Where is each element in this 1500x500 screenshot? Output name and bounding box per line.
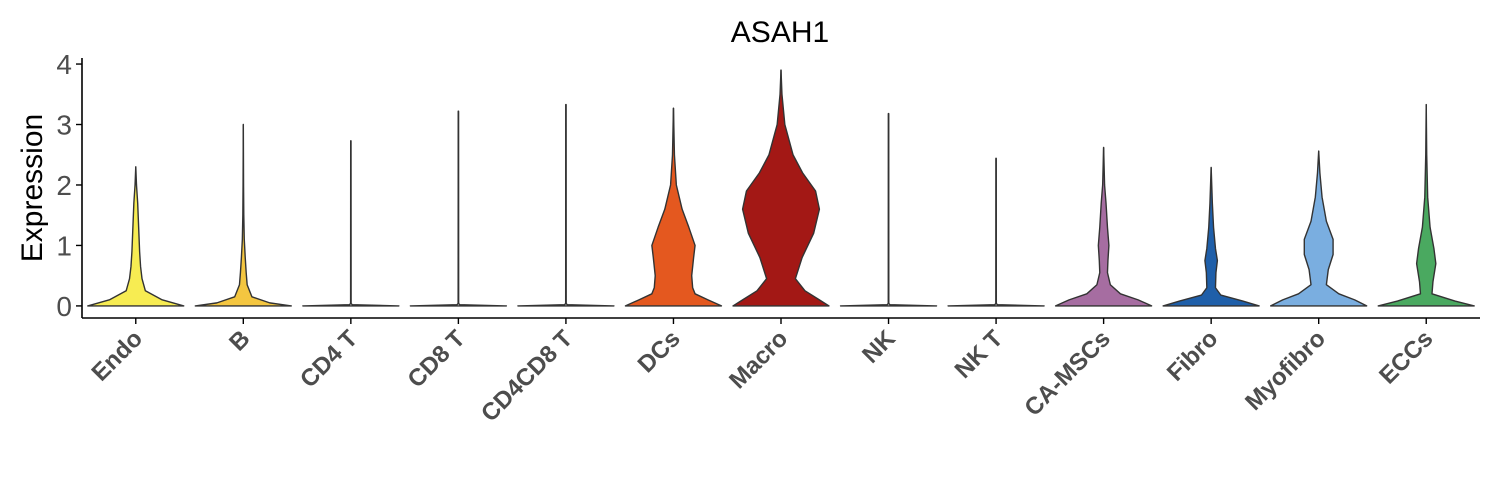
- x-ticks-group: Endo B CD4 T CD8 T CD4CD8 T DCs Macro NK NK T CA-…: [86, 318, 1438, 427]
- violin-cd4cd8-t: [517, 103, 615, 307]
- x-tick-label: DCs: [633, 325, 686, 378]
- x-tick-label: Myofibro: [1240, 325, 1331, 416]
- x-tick-label: CD4 T: [295, 325, 363, 393]
- x-tick-label: ECCs: [1374, 325, 1438, 389]
- violin-nk: [839, 112, 938, 307]
- violin-macro: [732, 69, 830, 307]
- x-tick-label: CA-MSCs: [1019, 325, 1115, 421]
- y-tick-label: 3: [56, 110, 72, 141]
- violin-cd4-t: [302, 140, 400, 307]
- y-tick-label: 0: [56, 291, 72, 322]
- violin-b: [194, 123, 293, 307]
- y-ticks-group: 0 1 2 3 4: [56, 49, 82, 322]
- violins-group: [87, 69, 1475, 307]
- violin-endo: [87, 166, 185, 307]
- violin-ca-mscs: [1054, 146, 1153, 307]
- violin-eccs: [1377, 103, 1475, 307]
- violin-myofibro: [1269, 150, 1368, 307]
- violin-nk-t: [947, 157, 1045, 307]
- chart-title: ASAH1: [731, 16, 829, 49]
- x-tick-label: B: [224, 325, 255, 356]
- x-tick-label: Macro: [724, 325, 793, 394]
- x-tick-label: NK: [857, 325, 901, 369]
- violin-fibro: [1162, 166, 1260, 307]
- x-tick-label: Endo: [86, 325, 148, 387]
- y-axis-label: Expression: [16, 114, 49, 262]
- x-tick-label: Fibro: [1162, 325, 1224, 387]
- x-tick-label: NK T: [950, 325, 1009, 384]
- violin-dcs: [624, 107, 723, 307]
- y-tick-label: 1: [56, 230, 72, 261]
- y-tick-label: 4: [56, 49, 72, 80]
- y-tick-label: 2: [56, 170, 72, 201]
- violin-cd8-t: [409, 110, 508, 307]
- x-tick-label: CD8 T: [403, 325, 471, 393]
- x-tick-label: CD4CD8 T: [476, 325, 578, 427]
